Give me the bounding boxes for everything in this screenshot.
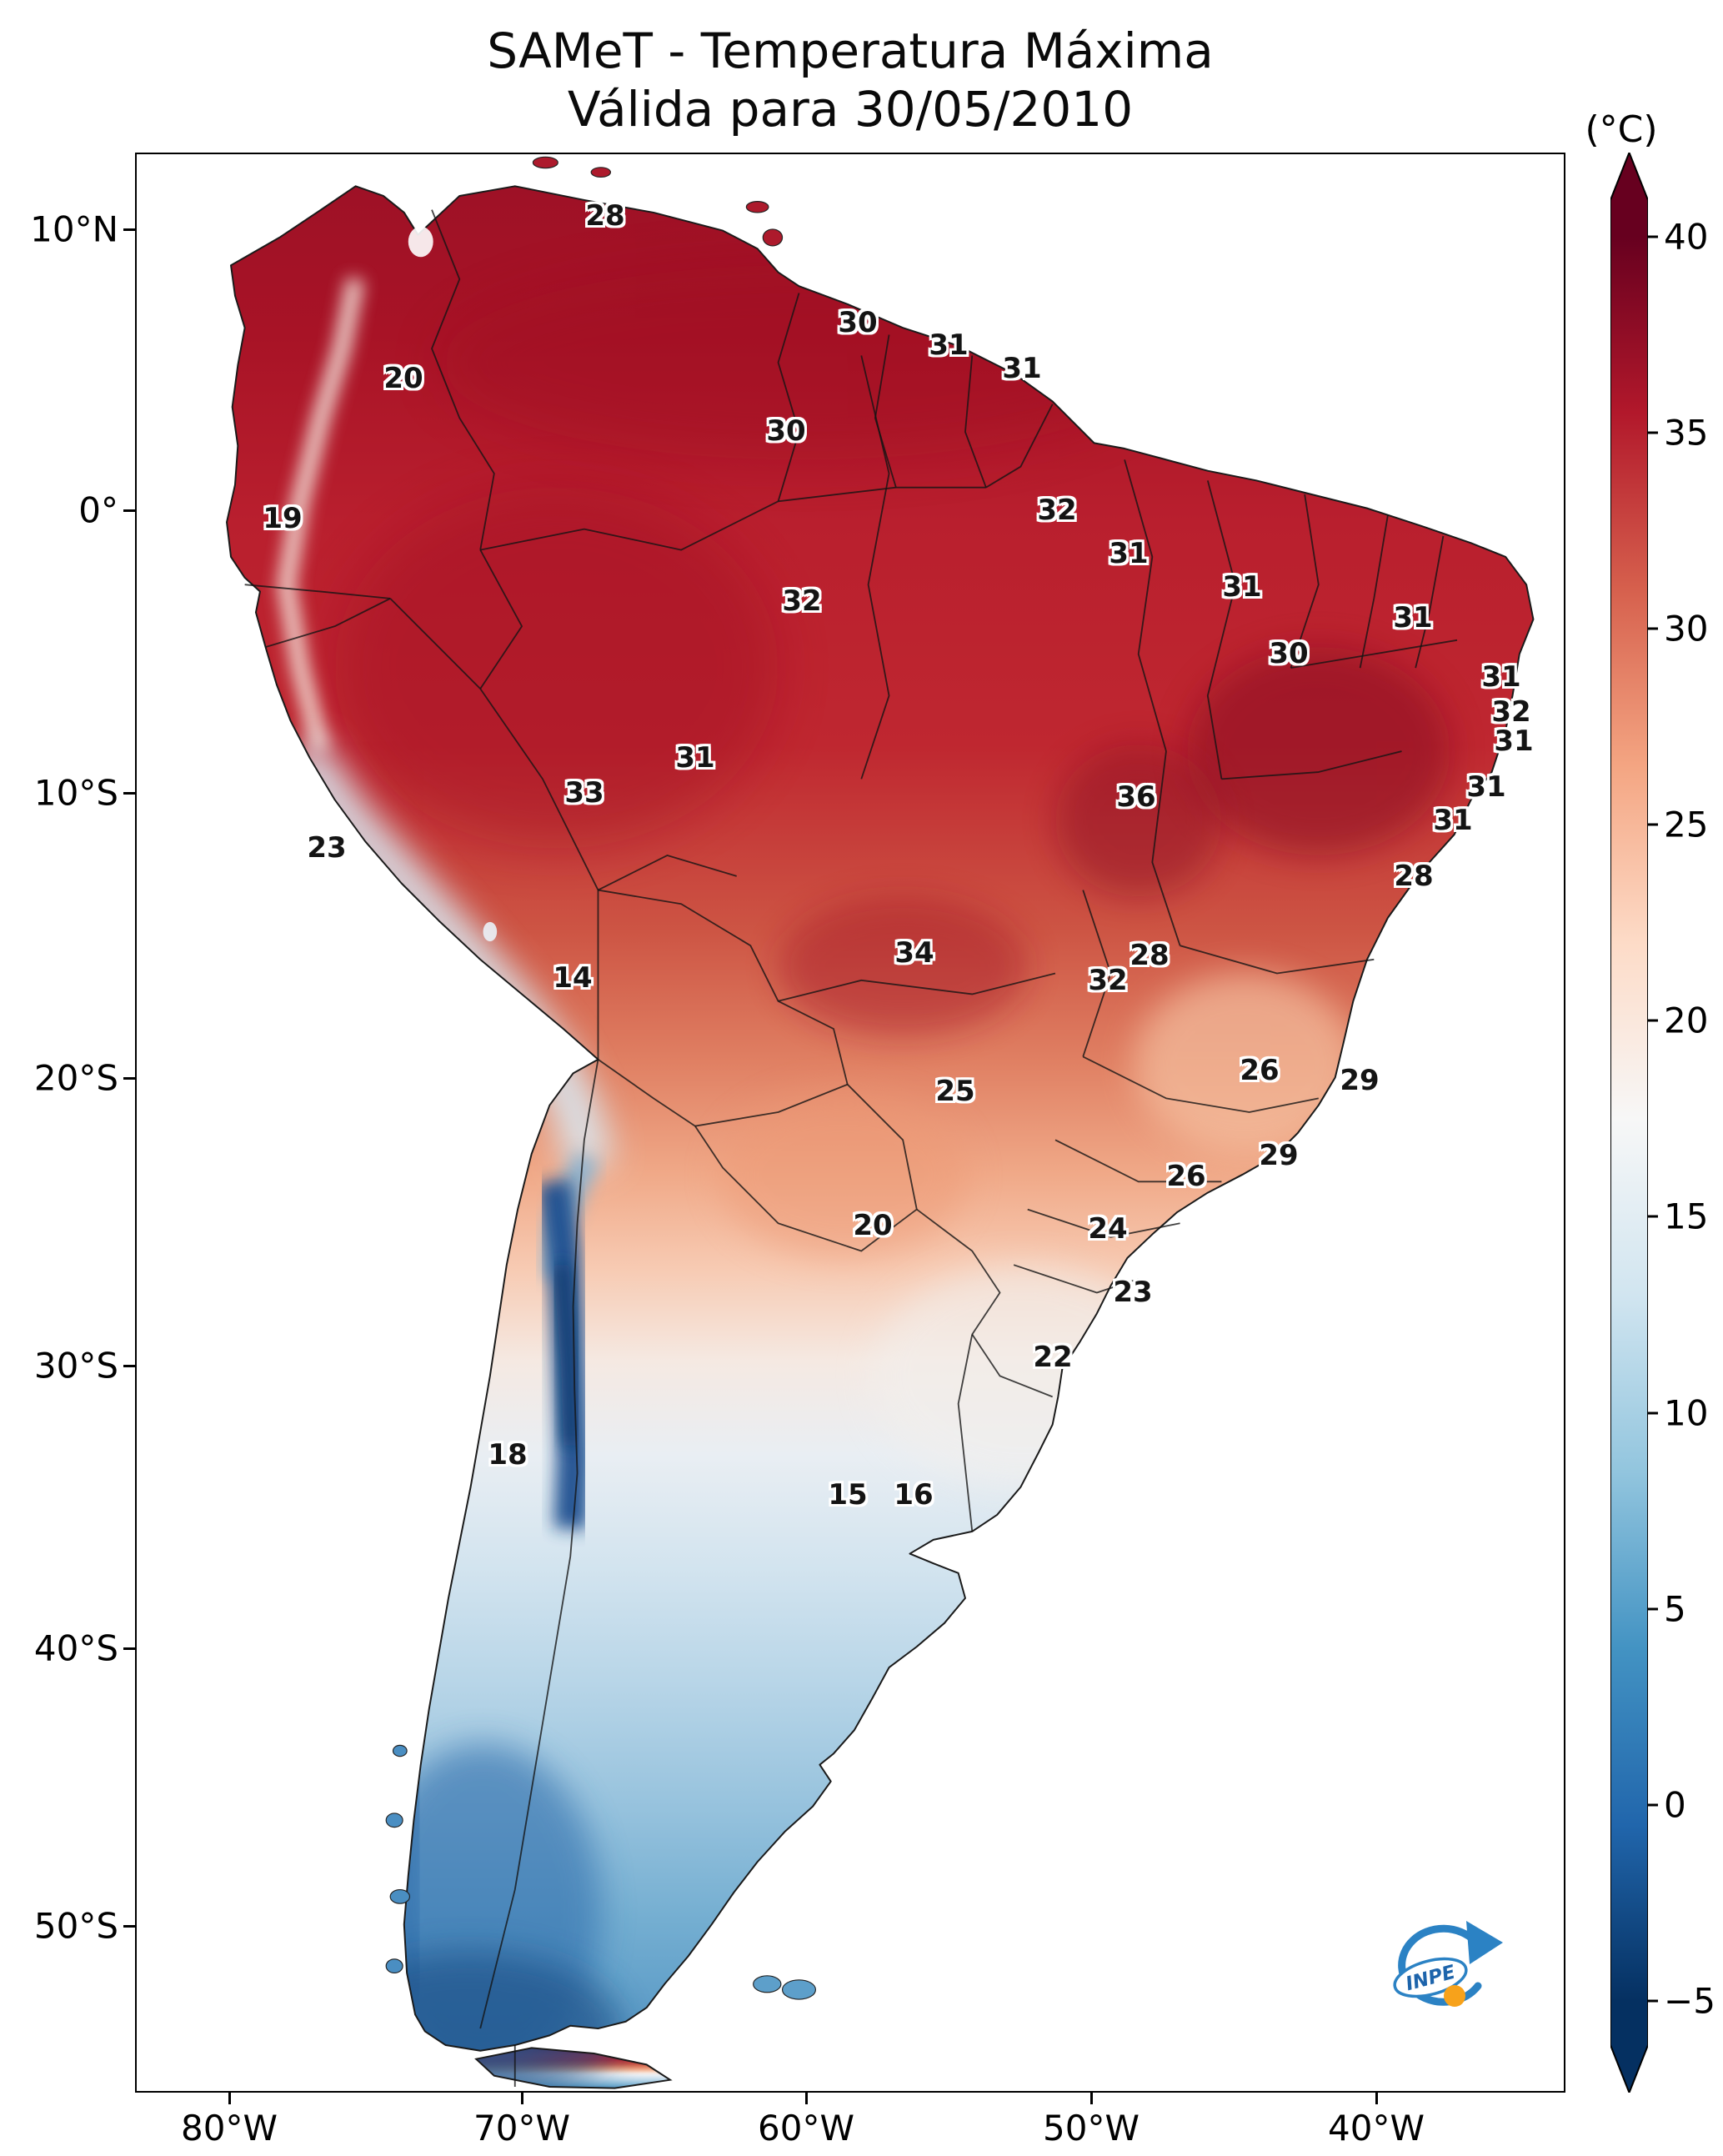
y-tick-mark — [123, 1077, 135, 1080]
colorbar-tick-label: 20 — [1664, 1000, 1709, 1041]
x-tick-mark — [1375, 2093, 1378, 2104]
colorbar-tick-label: 25 — [1664, 804, 1709, 845]
x-tick-label: 50°W — [1043, 2108, 1139, 2148]
y-tick-label: 0° — [78, 489, 118, 531]
x-tick-mark — [1090, 2093, 1093, 2104]
y-tick-label: 10°S — [33, 772, 118, 814]
colorbar-tick-mark — [1648, 1019, 1658, 1022]
x-tick-mark — [521, 2093, 523, 2104]
colorbar-tick-mark — [1648, 1215, 1658, 1218]
colorbar-tick-mark — [1648, 1607, 1658, 1611]
lakes — [408, 226, 498, 942]
colorbar-tick-label: 15 — [1664, 1196, 1709, 1237]
y-tick-mark — [123, 228, 135, 231]
x-tick-label: 40°W — [1328, 2108, 1425, 2148]
colorbar: 40 35 30 25 20 15 10 5 0 −5 — [1610, 153, 1723, 2093]
colorbar-tick-label: 0 — [1664, 1784, 1686, 1826]
colorbar-tick-mark — [1648, 627, 1658, 630]
colorbar-tick-label: 40 — [1664, 216, 1709, 258]
y-tick-label: 10°N — [30, 208, 118, 250]
x-tick-label: 80°W — [181, 2108, 278, 2148]
logo-ellipse — [1393, 1957, 1468, 1998]
y-tick-mark — [123, 792, 135, 795]
colorbar-extend-over — [1610, 153, 1648, 200]
y-tick-mark — [123, 1925, 135, 1928]
y-tick-mark — [123, 1647, 135, 1650]
colorbar-tick-label: −5 — [1664, 1980, 1715, 2022]
colorbar-tick-mark — [1648, 431, 1658, 434]
x-tick-mark — [228, 2093, 231, 2104]
colorbar-tick-mark — [1648, 823, 1658, 826]
x-tick-mark — [805, 2093, 808, 2104]
y-tick-label: 20°S — [33, 1057, 118, 1099]
coastline — [226, 185, 1535, 2052]
x-tick-label: 60°W — [758, 2108, 854, 2148]
colorbar-tick-label: 30 — [1664, 608, 1709, 649]
colorbar-tick-label: 10 — [1664, 1392, 1709, 1434]
colorbar-tick-mark — [1648, 235, 1658, 238]
colorbar-body — [1610, 200, 1648, 2045]
islands — [385, 156, 817, 2000]
colorbar-tick-mark — [1648, 1999, 1658, 2003]
political-borders — [244, 209, 1458, 2088]
colorbar-gradient-bar — [1610, 153, 1648, 2093]
y-tick-label: 50°S — [33, 1905, 118, 1947]
y-tick-label: 30°S — [33, 1345, 118, 1386]
tierra-del-fuego-coastline — [474, 2047, 673, 2089]
south-america-map — [226, 156, 1535, 2089]
y-tick-mark — [123, 1365, 135, 1367]
colorbar-tick-label: 5 — [1664, 1588, 1686, 1630]
y-tick-mark — [123, 509, 135, 512]
x-tick-label: 70°W — [473, 2108, 570, 2148]
inpe-logo: INPE — [1368, 1909, 1510, 2034]
y-tick-label: 40°S — [33, 1627, 118, 1669]
colorbar-unit-label: (°C) — [1585, 108, 1658, 151]
x-axis: 80°W 70°W 60°W 50°W 40°W — [0, 2093, 1723, 2156]
map-title: SAMeT - Temperatura Máxima — [487, 23, 1214, 79]
y-axis: 10°N 0° 10°S 20°S 30°S 40°S 50°S — [0, 0, 135, 2156]
colorbar-tick-mark — [1648, 1411, 1658, 1415]
map-plot-area — [135, 153, 1565, 2093]
logo-orange-dot — [1444, 1985, 1465, 2007]
logo-arrow-icon — [1466, 1921, 1503, 1964]
colorbar-extend-under — [1610, 2045, 1648, 2093]
colorbar-tick-label: 35 — [1664, 412, 1709, 454]
map-subtitle-date: Válida para 30/05/2010 — [567, 81, 1134, 138]
inpe-logo-graphic: INPE — [1393, 1921, 1503, 2007]
colorbar-tick-mark — [1648, 1803, 1658, 1807]
